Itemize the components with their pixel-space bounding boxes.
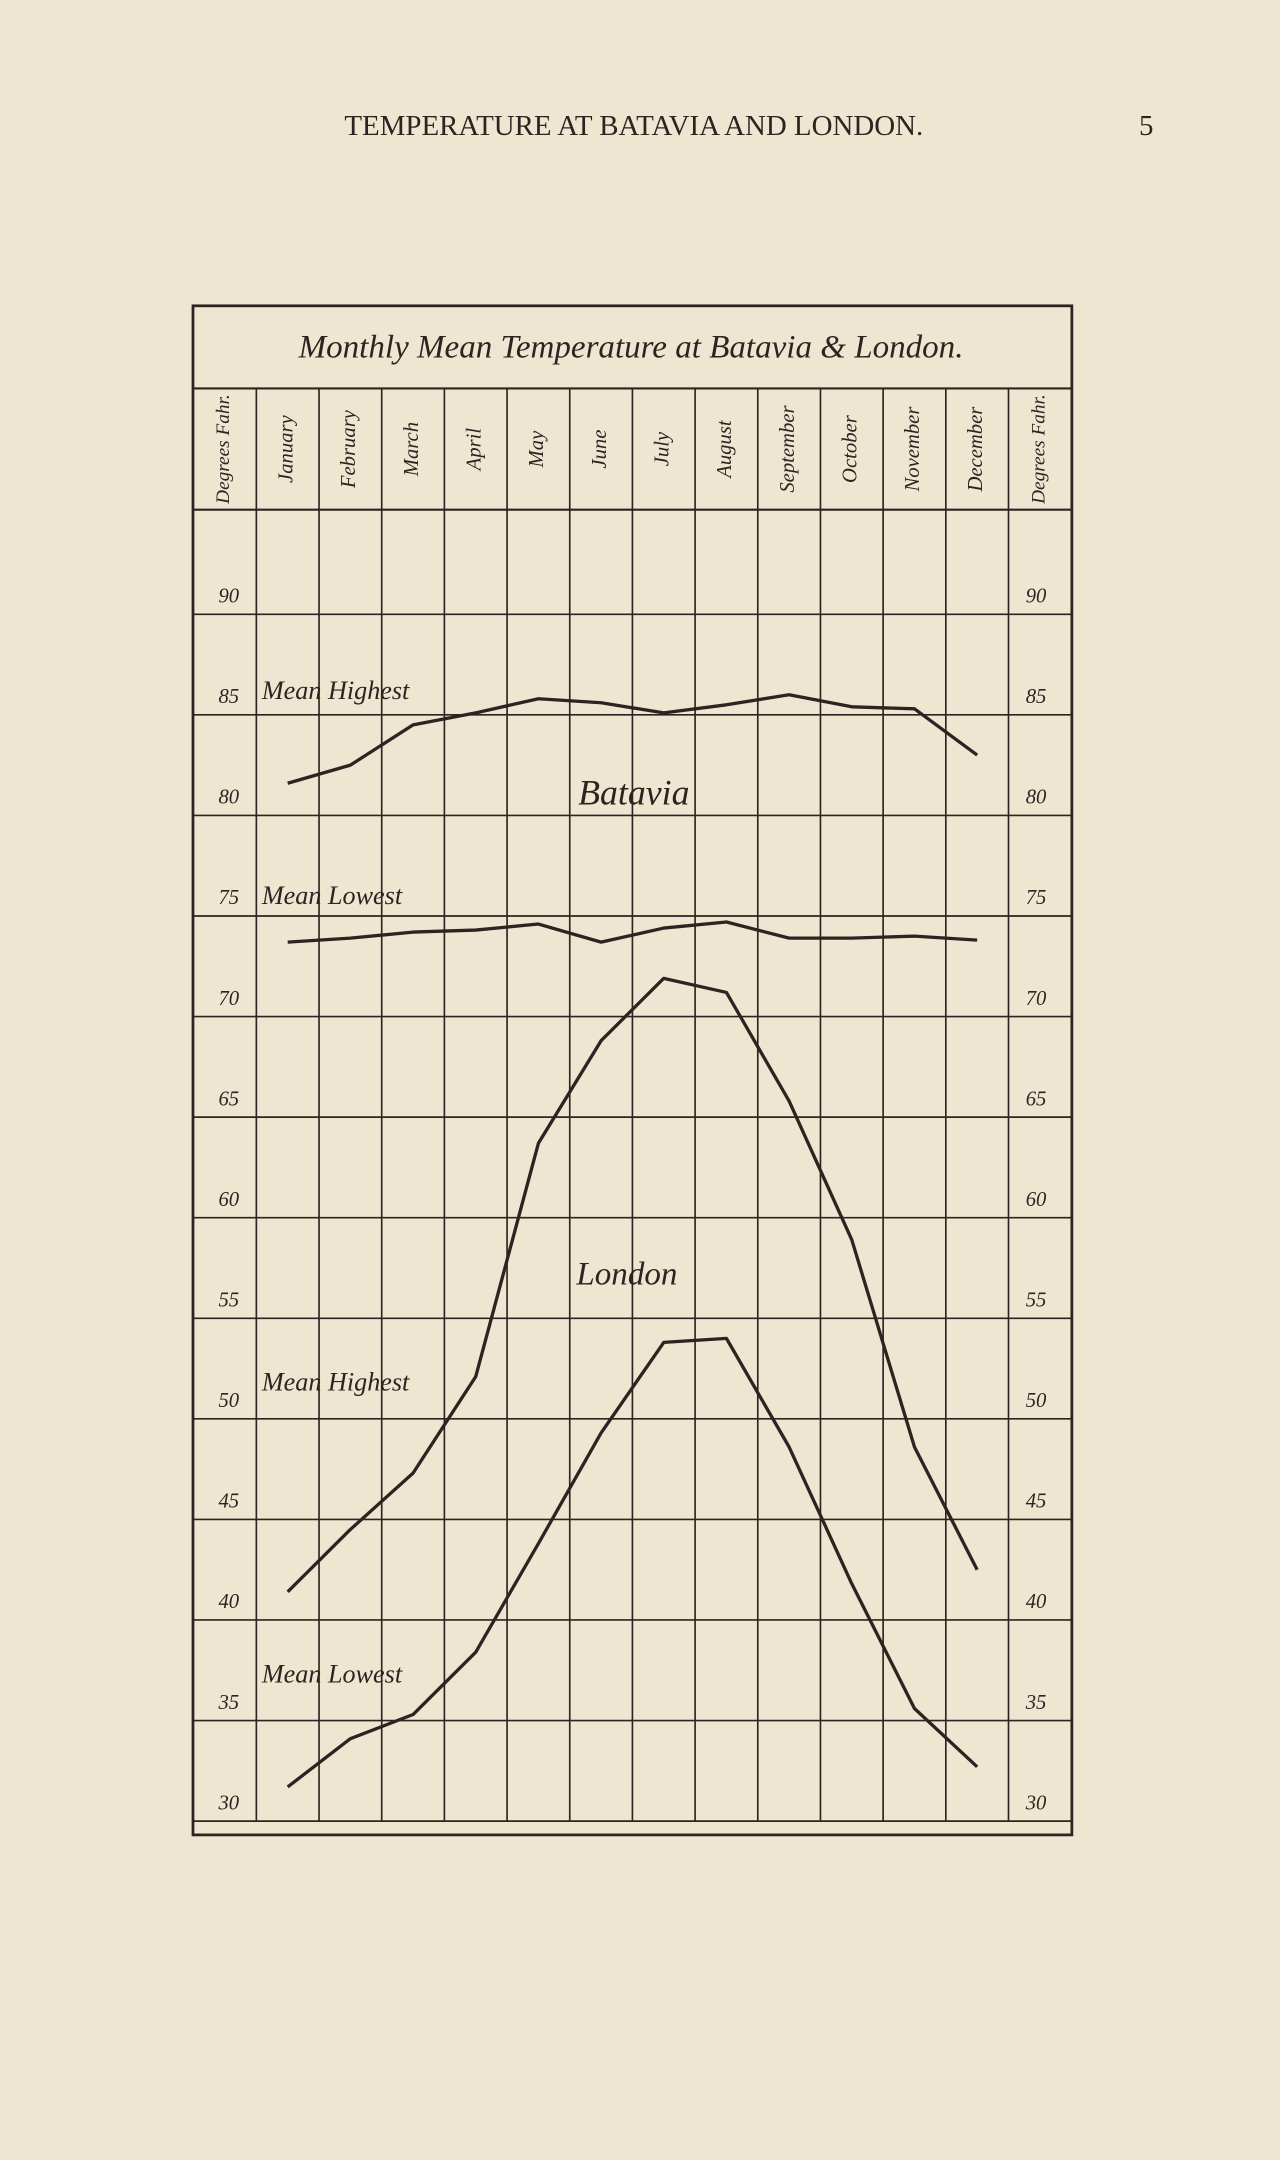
x-tick-label: May	[526, 430, 548, 469]
y-tick-label: 85	[1026, 686, 1047, 708]
y-tick-label: 40	[1026, 1591, 1047, 1613]
frame	[191, 304, 1074, 1837]
group-label: Batavia	[578, 772, 689, 812]
y-tick-label: 30	[217, 1792, 239, 1814]
x-tick-label: March	[401, 422, 423, 477]
x-tick-label: October	[840, 414, 862, 483]
y-tick-label: 80	[218, 787, 239, 809]
y-tick-label: 35	[1025, 1692, 1047, 1714]
series-line	[286, 1336, 979, 1789]
series-line	[287, 920, 978, 944]
y-tick-label: 55	[1026, 1289, 1047, 1311]
y-tick-label: 80	[1026, 787, 1047, 809]
y-tick-label: 45	[1026, 1491, 1047, 1513]
y-axis-label: Degrees Fahr.	[213, 394, 234, 505]
x-tick-label: April	[463, 428, 485, 473]
y-tick-label: 55	[218, 1289, 239, 1311]
page-header: TEMPERATURE AT BATAVIA AND LONDON.	[344, 110, 923, 142]
y-tick-label: 70	[218, 988, 239, 1010]
y-tick-label: 90	[218, 585, 239, 607]
y-tick-label: 65	[218, 1088, 239, 1110]
y-tick-label: 65	[1026, 1088, 1047, 1110]
y-tick-label: 90	[1026, 585, 1047, 607]
x-tick-label: June	[589, 430, 611, 469]
y-tick-label: 50	[1026, 1390, 1047, 1412]
y-tick-label: 45	[218, 1491, 239, 1513]
x-tick-label: November	[902, 406, 924, 493]
y-tick-label: 35	[217, 1692, 239, 1714]
y-tick-label: 50	[218, 1390, 239, 1412]
y-tick-label: 60	[218, 1189, 239, 1211]
x-tick-label: December	[965, 406, 987, 493]
x-tick-label: September	[777, 405, 799, 493]
page-number: 5	[1139, 110, 1153, 142]
series-label: Mean Highest	[261, 676, 410, 705]
x-tick-label: August	[714, 419, 736, 480]
y-tick-label: 75	[1026, 887, 1047, 909]
y-tick-label: 85	[218, 686, 239, 708]
chart-title: Monthly Mean Temperature at Batavia & Lo…	[298, 329, 964, 365]
series-label: Mean Lowest	[261, 1659, 403, 1688]
x-tick-label: January	[275, 414, 297, 483]
group-label: London	[575, 1257, 677, 1293]
y-tick-label: 30	[1025, 1792, 1047, 1814]
series-label: Mean Highest	[261, 1367, 410, 1396]
series-line	[286, 976, 979, 1594]
y-tick-label: 75	[218, 887, 239, 909]
y-tick-label: 40	[218, 1591, 239, 1613]
x-tick-label: July	[651, 431, 673, 466]
x-tick-label: February	[338, 409, 360, 489]
y-tick-label: 60	[1026, 1189, 1047, 1211]
series-label: Mean Lowest	[261, 881, 403, 910]
series-line	[287, 693, 979, 785]
y-axis-label: Degrees Fahr.	[1029, 394, 1050, 505]
y-tick-label: 70	[1026, 988, 1047, 1010]
